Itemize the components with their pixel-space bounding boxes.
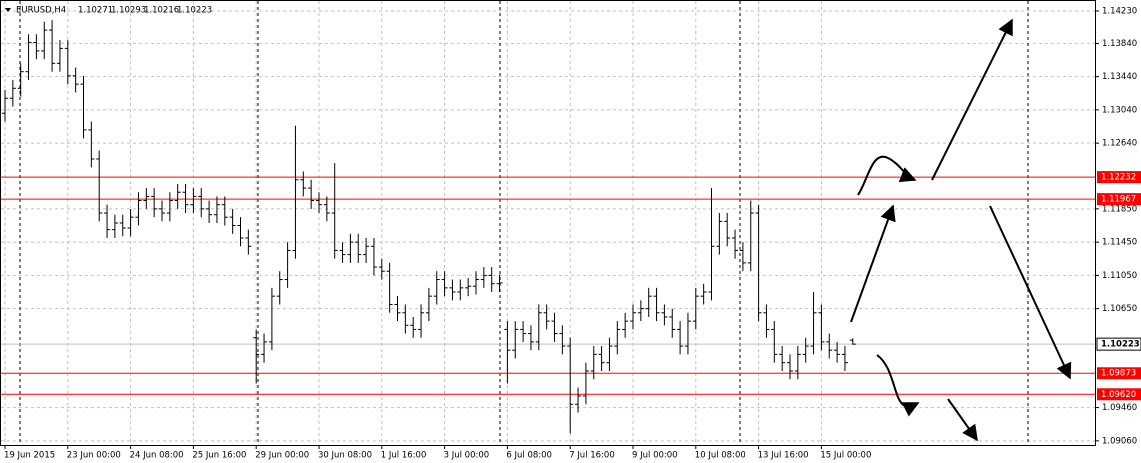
bars — [2, 20, 856, 434]
y-tick-label: 1.13840 — [1102, 39, 1137, 49]
x-tick-label: 9 Jul 00:00 — [632, 451, 678, 461]
arrows — [850, 18, 1072, 442]
x-tick-label: 24 Jun 08:00 — [130, 451, 184, 461]
x-tick-label: 30 Jun 08:00 — [318, 451, 372, 461]
y-tick-label: 1.09460 — [1102, 403, 1137, 413]
menu-icon — [5, 8, 11, 12]
x-tick-label: 7 Jul 16:00 — [569, 451, 615, 461]
x-tick-label: 15 Jul 00:00 — [820, 451, 871, 461]
y-tick-label: 1.14230 — [1102, 6, 1137, 16]
y-tick-label: 1.12640 — [1102, 139, 1137, 149]
levels — [1, 176, 1095, 395]
info-open: 1.10271 — [78, 6, 113, 16]
arrow — [989, 205, 1072, 380]
grid — [1, 1, 1095, 445]
arrow — [947, 398, 978, 442]
x-tick-label: 29 Jun 00:00 — [255, 451, 309, 461]
y-tick-label: 1.10650 — [1102, 304, 1137, 314]
y-tick-label: 1.09060 — [1102, 436, 1137, 446]
arrow — [857, 155, 917, 196]
x-tick-label: 13 Jul 16:00 — [758, 451, 809, 461]
level-tag — [1097, 171, 1141, 184]
info-low: 1.10216 — [144, 6, 179, 16]
x-tick-label: 25 Jun 16:00 — [192, 451, 246, 461]
level-label: 1.11967 — [1101, 195, 1136, 205]
x-tick-label: 6 Jul 08:00 — [506, 451, 552, 461]
x-tick-label: 1 Jul 16:00 — [381, 451, 427, 461]
arrow — [876, 354, 920, 417]
level-tag — [1097, 193, 1141, 206]
x-tick-label: 3 Jul 00:00 — [444, 451, 490, 461]
level-label: 1.09873 — [1101, 369, 1136, 379]
x-tick-label: 23 Jun 00:00 — [67, 451, 121, 461]
y-tick-label: 1.11850 — [1102, 204, 1137, 214]
info-high: 1.10293 — [111, 6, 146, 16]
x-tick-label: 10 Jul 08:00 — [695, 451, 746, 461]
info-close: 1.10223 — [177, 6, 212, 16]
plot-frame — [0, 0, 1096, 446]
price-axis: 1.14230 1.13840 1.13440 1.13040 1.12640 1.118… — [4, 6, 1141, 461]
level-label: 1.12232 — [1101, 173, 1136, 183]
y-tick-label: 1.11050 — [1102, 271, 1137, 281]
arrow — [931, 18, 1013, 181]
current-price-tag — [1096, 337, 1141, 351]
x-tick-label: 19 Jun 2015 — [4, 451, 55, 461]
level-label: 1.09620 — [1101, 390, 1136, 400]
y-tick-label: 1.13440 — [1102, 72, 1137, 82]
current-price-label: 1.10223 — [1101, 340, 1140, 350]
y-tick-label: 1.13040 — [1102, 105, 1137, 115]
period-separators — [19, 1, 1029, 445]
level-tag — [1097, 367, 1141, 380]
y-tick-label: 1.11450 — [1102, 238, 1137, 248]
symbol-title: EURUSD,H4 — [16, 6, 66, 16]
level-tag — [1097, 388, 1141, 401]
arrow — [850, 204, 896, 323]
